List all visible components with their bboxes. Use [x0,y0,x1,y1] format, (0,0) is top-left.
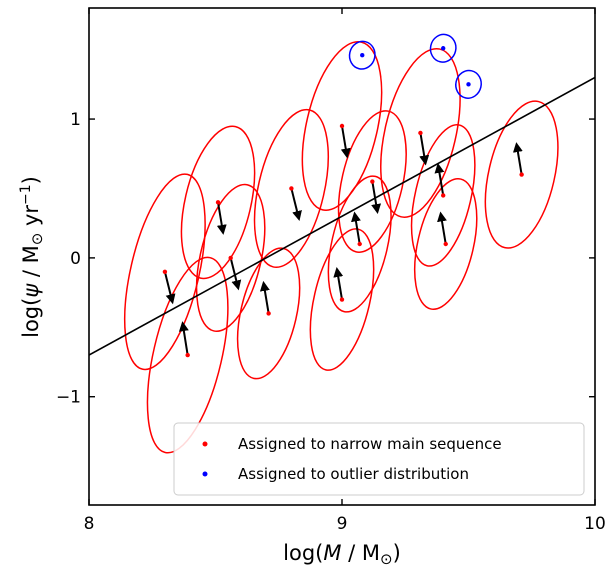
narrow-ellipse [380,47,461,218]
shift-arrow [163,271,176,305]
shift-arrow [216,202,227,235]
x-axis: 8 9 10 [84,8,606,534]
legend-box [173,422,585,496]
narrow-ellipse [146,256,229,454]
narrow-ellipse [180,125,256,280]
legend: Assigned to narrow main sequence Assigne… [173,422,585,496]
narrow-point [418,130,423,136]
shift-arrow [419,132,430,166]
shift-arrow [434,162,445,196]
narrow-point [215,200,221,205]
narrow-point [339,123,345,129]
x-tick-label: 8 [84,514,95,534]
x-tick-label: 10 [584,514,606,534]
shift-arrow [333,267,344,300]
outlier-ellipse [455,69,482,99]
legend-label-narrow: Assigned to narrow main sequence [238,435,502,453]
fit-line [89,76,595,356]
arrows-layer [163,125,523,356]
narrow-ellipse [123,173,206,371]
outlier-point [441,46,446,51]
narrow-point [228,255,233,261]
outlier-point [360,53,365,58]
y-tick-label: −1 [56,388,81,408]
shift-arrow [437,211,447,245]
shift-arrow [512,142,523,175]
narrow-point [357,241,362,247]
legend-marker-narrow [202,441,208,447]
narrow-point [443,241,448,247]
narrow-point [441,193,446,198]
points-layer [162,46,524,358]
outlier-ellipse [348,40,376,70]
outlier-point [466,82,471,87]
narrow-point [339,297,345,302]
narrow-ellipse [327,175,392,313]
outlier-ellipse [429,33,457,63]
shift-arrow [351,211,361,245]
y-tick-label: 1 [70,110,81,130]
narrow-ellipse [195,183,266,333]
x-axis-label: log(M / M⊙) [283,541,401,568]
y-axis: −1 0 1 [56,110,595,408]
narrow-point [289,186,294,191]
y-tick-label: 0 [70,249,81,269]
narrow-ellipse [410,124,476,267]
shift-arrow [178,321,189,356]
shift-arrow [371,181,382,215]
legend-label-outlier: Assigned to outlier distribution [238,465,469,483]
narrow-point [162,269,168,274]
shift-arrow [259,280,270,314]
narrow-point [519,172,524,177]
shift-arrow [290,188,302,221]
ellipses-layer [123,33,559,454]
shift-arrow [229,257,242,291]
shift-arrow [340,125,351,159]
narrow-ellipse [484,100,559,249]
narrow-ellipse [413,178,478,310]
narrow-ellipse [337,110,407,253]
narrow-point [370,179,375,184]
narrow-point [185,352,190,358]
y-axis-label: log(ψ / M⊙ yr−1) [18,176,46,338]
legend-marker-outlier [202,471,208,477]
x-tick-label: 9 [337,514,348,534]
narrow-point [266,311,271,316]
